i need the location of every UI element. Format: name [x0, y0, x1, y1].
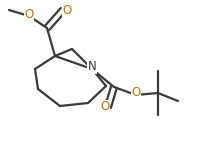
Text: O: O [131, 85, 141, 99]
Text: O: O [24, 7, 34, 20]
Text: O: O [100, 101, 110, 114]
Text: O: O [62, 4, 72, 16]
Text: N: N [88, 60, 96, 73]
